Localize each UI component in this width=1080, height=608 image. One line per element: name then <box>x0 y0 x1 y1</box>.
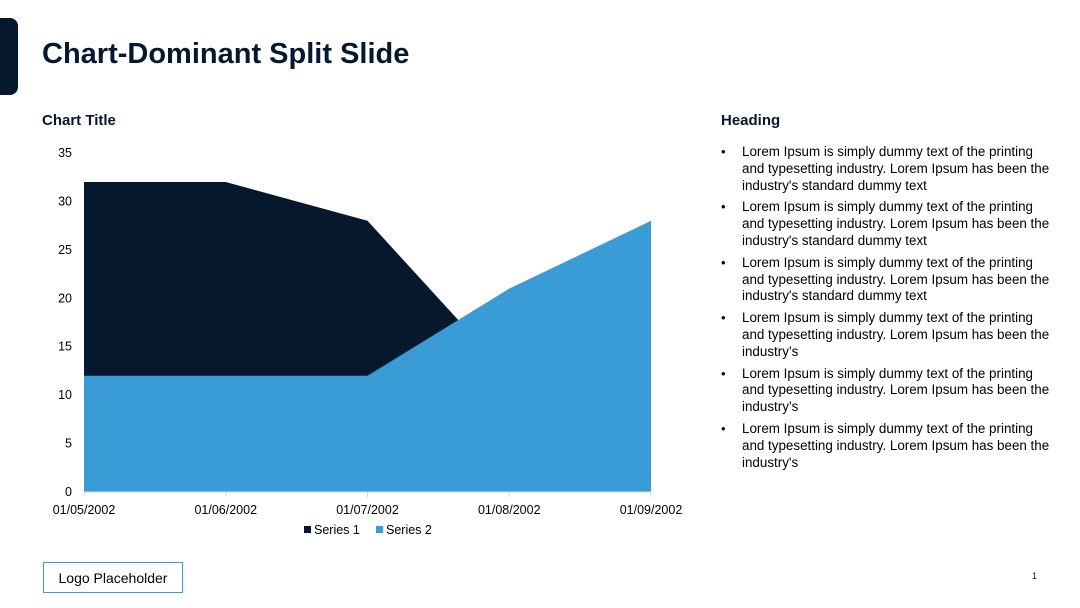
x-tick-label: 01/05/2002 <box>53 503 116 517</box>
y-tick-label: 5 <box>65 437 72 451</box>
x-tick-label: 01/09/2002 <box>620 503 683 517</box>
bullet-item: Lorem Ipsum is simply dummy text of the … <box>721 310 1051 360</box>
page-number: 1 <box>1032 571 1038 581</box>
y-tick-label: 10 <box>58 388 72 402</box>
legend-swatch-series-2 <box>376 526 383 533</box>
x-tick-label: 01/07/2002 <box>336 503 399 517</box>
y-tick-label: 0 <box>65 485 72 499</box>
content-heading: Heading <box>721 112 781 129</box>
bullet-item: Lorem Ipsum is simply dummy text of the … <box>721 366 1051 416</box>
y-tick-label: 35 <box>58 146 72 160</box>
bullet-item: Lorem Ipsum is simply dummy text of the … <box>721 255 1051 305</box>
series-2-area <box>84 220 651 493</box>
bullet-item: Lorem Ipsum is simply dummy text of the … <box>721 144 1051 194</box>
bullet-item: Lorem Ipsum is simply dummy text of the … <box>721 421 1051 471</box>
legend-swatch-series-1 <box>304 526 311 533</box>
y-tick-label: 30 <box>58 194 72 208</box>
chart-title: Chart Title <box>42 112 116 129</box>
x-tick-label: 01/06/2002 <box>194 503 257 517</box>
y-tick-label: 20 <box>58 291 72 305</box>
area-chart: 01/05/2002 01/06/2002 01/07/2002 01/08/2002… <box>53 146 683 537</box>
legend-label: Series 2 <box>386 523 432 537</box>
y-tick-label: 15 <box>58 340 72 354</box>
accent-bar <box>0 18 18 95</box>
y-tick-label: 25 <box>58 243 72 257</box>
bullet-item: Lorem Ipsum is simply dummy text of the … <box>721 199 1051 249</box>
logo-placeholder[interactable]: Logo Placeholder <box>43 562 183 593</box>
x-tick-label: 01/08/2002 <box>478 503 541 517</box>
legend-label: Series 1 <box>314 523 360 537</box>
bullet-list: Lorem Ipsum is simply dummy text of the … <box>721 144 1051 476</box>
slide-title: Chart-Dominant Split Slide <box>42 38 410 70</box>
